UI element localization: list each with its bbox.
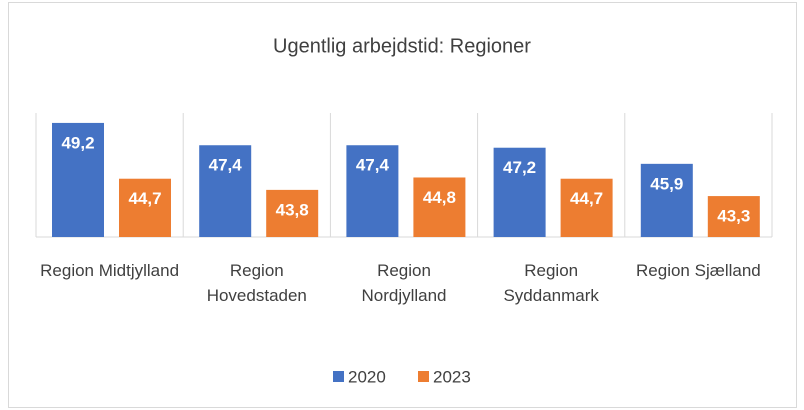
x-tick-label: Region Sjælland xyxy=(636,261,761,280)
bar xyxy=(493,147,546,237)
bar xyxy=(346,145,399,237)
chart-title: Ugentlig arbejdstid: Regioner xyxy=(273,35,531,57)
data-label: 43,8 xyxy=(276,200,309,219)
bar xyxy=(413,177,466,237)
x-tick-label: Region Hovedstaden xyxy=(206,261,307,305)
legend-swatch xyxy=(333,371,344,382)
bar xyxy=(266,189,319,237)
legend-swatch xyxy=(418,371,429,382)
bar xyxy=(119,178,171,237)
bar xyxy=(52,122,104,237)
data-label: 47,4 xyxy=(356,156,390,175)
bar xyxy=(640,163,693,237)
bar xyxy=(707,196,760,237)
data-label: 43,3 xyxy=(717,207,750,226)
data-label: 44,7 xyxy=(570,189,603,208)
legend-label: 2023 xyxy=(433,367,471,386)
data-label: 47,4 xyxy=(209,156,243,175)
data-label: 44,7 xyxy=(128,189,161,208)
x-tick-label: Region Syddanmark xyxy=(503,261,599,305)
data-label: 47,2 xyxy=(503,158,536,177)
data-label: 44,8 xyxy=(423,188,456,207)
data-label: 49,2 xyxy=(61,133,94,152)
x-tick-label: Region Midtjylland xyxy=(40,261,180,280)
bar xyxy=(199,145,252,237)
data-label: 45,9 xyxy=(650,174,683,193)
bar xyxy=(560,178,613,237)
x-tick-label: Region Nordjylland xyxy=(361,261,447,305)
legend-label: 2020 xyxy=(348,367,386,386)
